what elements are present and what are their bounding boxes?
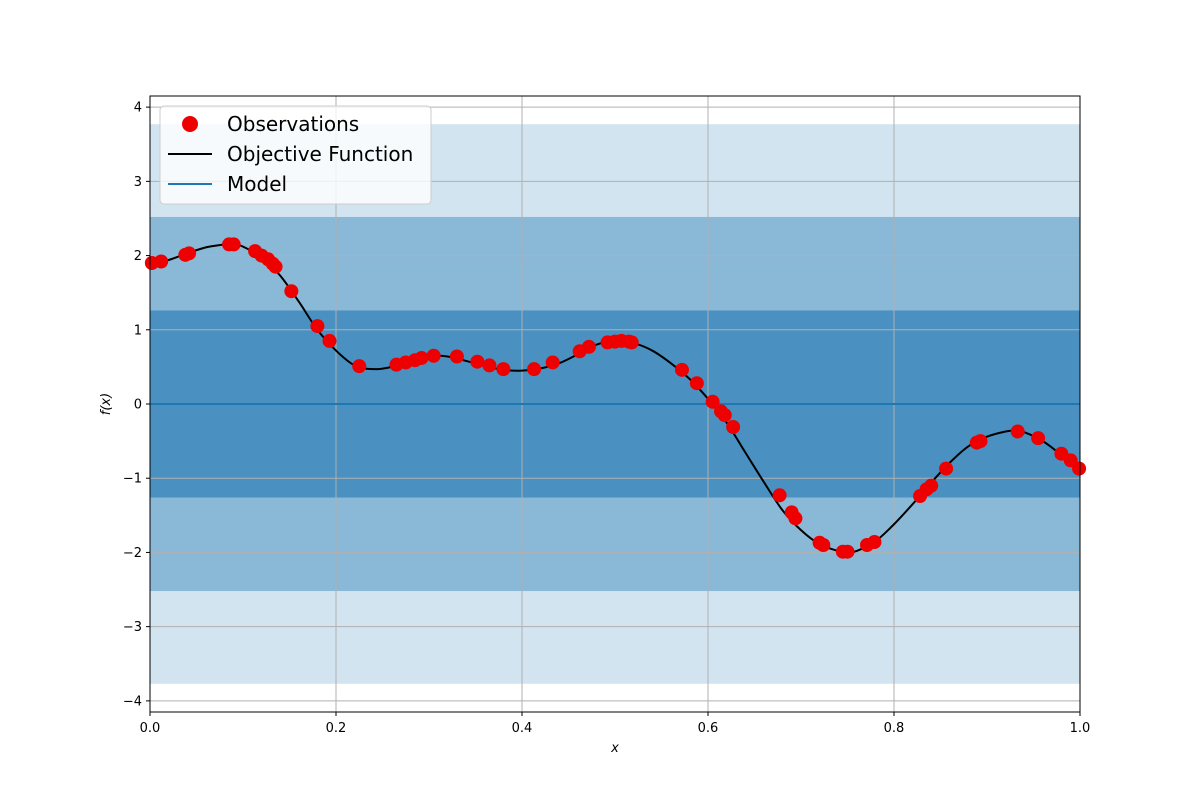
observation-point: [939, 461, 954, 476]
y-tick-label: −3: [123, 620, 142, 635]
x-tick-label: 0.4: [512, 721, 533, 736]
observation-point: [674, 362, 689, 377]
observation-point: [482, 358, 497, 373]
observation-point: [973, 434, 988, 449]
observation-point: [924, 478, 939, 493]
observation-point: [788, 511, 803, 526]
observation-point: [268, 259, 283, 274]
legend-box: [159, 105, 432, 205]
y-tick-label: 0: [134, 398, 142, 413]
y-tick-label: −2: [123, 546, 142, 561]
legend: Observations Objective Function Model: [159, 105, 432, 205]
observation-point: [816, 538, 831, 553]
observation-point: [527, 362, 542, 377]
observation-point: [426, 348, 441, 363]
observation-point: [182, 246, 197, 261]
axis-ticks: 0.0 0.2 0.4 0.6 0.8 1.0 −4 −3 −2 −1 0 1 2 3 4: [123, 101, 1091, 736]
y-axis-label: f(x): [99, 393, 114, 415]
y-tick-label: −4: [123, 694, 142, 709]
observation-point: [226, 237, 241, 252]
legend-observations-marker: [182, 116, 198, 132]
observation-point: [1031, 431, 1046, 446]
observation-point: [624, 335, 639, 350]
x-tick-label: 0.6: [698, 721, 719, 736]
legend-objective-function-label: Objective Function: [227, 142, 413, 166]
observation-point: [322, 333, 337, 348]
observation-point: [717, 408, 732, 423]
legend-model-label: Model: [227, 172, 287, 196]
observation-point: [1072, 461, 1087, 476]
y-tick-label: 4: [134, 101, 142, 116]
observations-layer: [144, 237, 1087, 559]
observation-point: [581, 339, 596, 354]
y-tick-label: −1: [123, 472, 142, 487]
observation-point: [726, 420, 741, 435]
observation-point: [154, 254, 169, 269]
observation-point: [689, 376, 704, 391]
observation-point: [414, 350, 429, 365]
x-tick-label: 0.2: [326, 721, 347, 736]
observation-point: [705, 394, 720, 409]
observation-point: [310, 319, 325, 334]
observation-point: [496, 362, 511, 377]
observation-point: [545, 355, 560, 370]
observation-point: [470, 354, 485, 369]
x-tick-label: 0.8: [884, 721, 905, 736]
y-tick-label: 2: [134, 249, 142, 264]
observation-point: [840, 544, 855, 559]
observation-point: [449, 349, 464, 364]
x-tick-label: 1.0: [1070, 721, 1091, 736]
y-tick-label: 3: [134, 175, 142, 190]
x-tick-label: 0.0: [140, 721, 161, 736]
observation-point: [867, 535, 882, 550]
x-axis-label: x: [610, 741, 619, 756]
y-tick-label: 1: [134, 323, 142, 338]
observation-point: [352, 359, 367, 374]
legend-observations-label: Observations: [227, 112, 359, 136]
observation-point: [1010, 424, 1025, 439]
observation-point: [772, 488, 787, 503]
observation-point: [284, 284, 299, 299]
